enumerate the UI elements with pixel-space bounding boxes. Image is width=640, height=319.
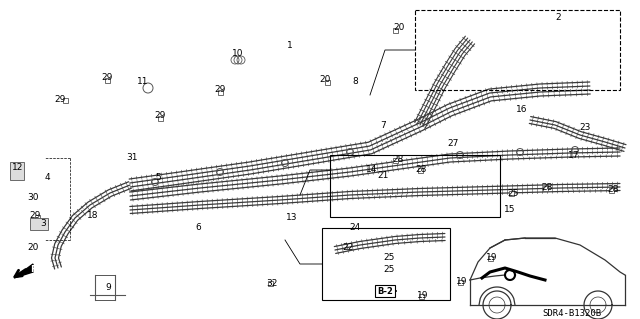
Text: 25: 25 [508,189,518,197]
Bar [330,155,500,217]
Bar [418,168,423,173]
Text: 9: 9 [105,283,111,292]
Text: 20: 20 [319,76,331,85]
Bar [95,275,115,300]
Bar [325,80,330,85]
Text: 6: 6 [195,224,201,233]
Bar [43,220,48,225]
Text: 25: 25 [383,265,395,275]
Text: 2: 2 [555,13,561,23]
Text: 28: 28 [415,166,427,174]
Text: 29: 29 [54,95,66,105]
Text: 31: 31 [126,153,138,162]
Text: 28: 28 [541,183,553,192]
Bar [488,256,493,261]
Bar [268,281,273,286]
Text: 3: 3 [40,219,46,227]
Text: 25: 25 [383,253,395,262]
Bar [543,186,548,191]
Bar [393,158,398,163]
Text: 29: 29 [29,211,41,219]
Text: 23: 23 [579,123,591,132]
Text: 29: 29 [101,73,113,83]
Text: 1: 1 [287,41,293,49]
Text: 4: 4 [44,174,50,182]
Text: 11: 11 [137,78,148,86]
Text: 14: 14 [366,166,378,174]
Text: 19: 19 [417,292,429,300]
Bar [218,90,223,95]
Text: 10: 10 [232,48,244,57]
Text: 29: 29 [154,112,166,121]
Bar [393,28,398,33]
Text: 13: 13 [286,213,298,222]
Bar [63,98,68,103]
Text: 8: 8 [352,78,358,86]
Text: 17: 17 [568,151,580,160]
Bar [105,78,110,83]
Bar [458,280,463,285]
Text: 30: 30 [28,194,39,203]
Text: 27: 27 [447,138,459,147]
Text: 21: 21 [378,170,388,180]
Text: 28: 28 [392,155,404,165]
Text: 7: 7 [380,121,386,130]
Bar [322,228,450,300]
Text: 20: 20 [28,243,38,253]
Text: 22: 22 [342,243,354,253]
Bar [419,294,424,299]
Bar [609,188,614,193]
Text: 32: 32 [266,278,278,287]
Text: SDR4-B1320B: SDR4-B1320B [543,308,602,317]
Text: 5: 5 [155,173,161,182]
Text: 15: 15 [504,205,516,214]
Bar [10,162,24,180]
Text: 18: 18 [87,211,99,219]
Text: 19: 19 [486,254,498,263]
Text: 12: 12 [12,164,24,173]
Text: 16: 16 [516,106,528,115]
Bar [158,116,163,121]
Text: 20: 20 [394,24,404,33]
Text: 28: 28 [607,186,619,195]
Bar [415,10,620,90]
Text: 19: 19 [456,278,468,286]
Text: FR.: FR. [30,265,47,275]
Text: B-2: B-2 [377,286,393,295]
Polygon shape [14,264,33,278]
Bar [30,218,48,230]
Bar [509,191,514,196]
Text: 24: 24 [349,224,360,233]
Text: 29: 29 [214,85,226,94]
Bar [35,215,40,220]
